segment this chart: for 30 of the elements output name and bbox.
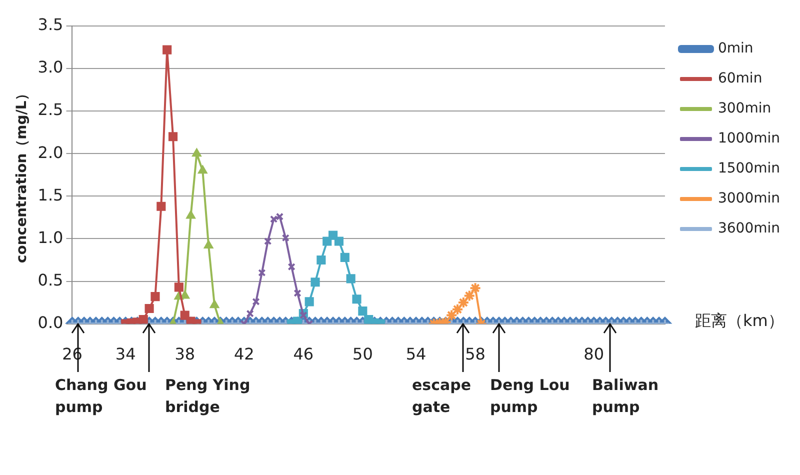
y-tick-label: 1.0	[38, 228, 64, 247]
x-tick-label: 38	[174, 344, 196, 364]
legend-label: 3600min	[718, 220, 780, 237]
legend-label: 60min	[718, 70, 762, 87]
y-tick-label: 3.5	[38, 15, 64, 34]
x-tick-label: 46	[293, 344, 314, 364]
legend-label: 300min	[718, 100, 772, 117]
y-tick-label: 2.0	[38, 142, 64, 162]
x-tick-label: 50	[352, 344, 373, 364]
x-tick-label: 58	[465, 344, 486, 364]
text: escape gate	[412, 374, 472, 418]
text: Deng Lou pump	[490, 374, 571, 418]
legend-label: 1500min	[718, 160, 780, 177]
x-axis-title: 距离（km）	[694, 310, 784, 330]
x-tick-label: 42	[234, 344, 254, 364]
legend-label: 1000min	[718, 130, 780, 147]
y-tick-label: 3.0	[38, 58, 64, 77]
legend-label: 0min	[718, 40, 754, 57]
y-tick-label: 0.0	[38, 312, 64, 332]
text: Chang Gou pump	[55, 374, 148, 418]
y-tick-label: 0.5	[38, 270, 64, 290]
x-tick-label: 54	[406, 344, 426, 364]
text: Baliwan pump	[592, 374, 660, 418]
y-axis-title: concentration（mg/L）	[14, 86, 30, 264]
x-tick-label: 34	[115, 344, 136, 364]
legend-label: 3000min	[718, 190, 780, 207]
x-tick-label: 80	[584, 344, 604, 364]
text: Peng Ying bridge	[165, 374, 252, 418]
y-tick-label: 1.5	[38, 185, 64, 204]
y-tick-label: 2.5	[38, 100, 64, 120]
